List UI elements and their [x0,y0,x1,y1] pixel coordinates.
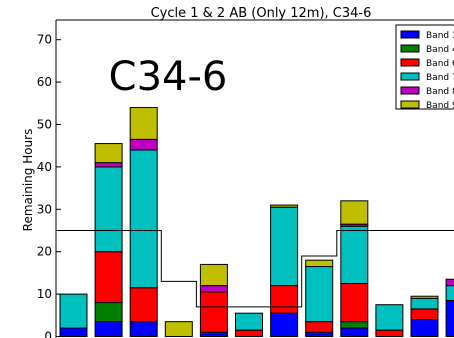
y-axis: 0 10 20 30 40 50 60 70 [37,19,454,338]
bar-segment-band-7-8 [340,225,369,284]
bar-segment-band-6-9 [375,329,404,338]
y-axis-label: Remaining Hours [21,129,35,232]
bar-segment-band-9-10 [410,295,439,299]
y-tick-label: 20 [37,245,52,259]
legend-swatch-band-4 [400,44,420,53]
legend: Band 3 Band 4 Band 6 Band 7 Band 8 Band 9 [395,24,454,111]
bar-segment-band-8-1 [94,162,123,168]
legend-label-band-8: Band 8 [426,87,454,97]
bar-segment-band-6-2 [129,287,158,323]
bar-segment-band-7-7 [305,266,334,323]
bar-segment-band-7-6 [270,206,299,287]
bar-segment-band-6-6 [270,285,299,314]
y-tick-label: 10 [37,287,52,301]
legend-label-band-6: Band 6 [426,59,454,69]
bar-segment-band-7-10 [410,297,439,310]
bar-segment-band-7-9 [375,304,404,331]
legend-label-band-9: Band 9 [426,101,454,111]
bar-segment-band-8-4 [199,285,228,293]
bar-segment-band-3-1 [94,321,123,338]
step-line-layer [56,230,454,308]
legend-label-band-3: Band 3 [426,31,454,41]
bar-segment-band-8-2 [129,138,158,151]
bar-segment-band-3-4 [199,331,228,338]
bar-segment-band-6-10 [410,308,439,321]
bar-segment-band-9-2 [129,107,158,140]
bar-segment-band-3-2 [129,321,158,338]
legend-swatch-band-7 [400,72,420,81]
chart-title: Cycle 1 & 2 AB (Only 12m), C34-6 [151,6,372,21]
bar-segment-band-3-6 [270,312,299,337]
bars-layer [59,107,454,338]
bar-segment-band-3-0 [59,327,88,337]
bar-segment-band-3-7 [305,331,334,338]
legend-label-band-4: Band 4 [426,45,454,55]
bar-segment-band-9-8 [340,200,369,225]
bar-segment-band-4-8 [340,321,369,329]
bar-segment-band-7-0 [59,293,88,329]
bar-segment-band-6-4 [199,291,228,333]
bar-segment-band-6-8 [340,283,369,323]
bar-segment-band-9-3 [164,321,193,338]
bar-segment-band-4-1 [94,302,123,323]
bar-segment-band-9-1 [94,143,123,164]
legend-swatch-band-6 [400,58,420,67]
legend-swatch-band-8 [400,86,420,95]
bar-segment-band-9-4 [199,263,228,287]
bar-segment-band-7-11 [445,285,454,301]
bar-segment-band-6-1 [94,251,123,304]
y-tick-label: 70 [37,33,52,47]
step-line [56,230,454,308]
bar-segment-band-7-1 [94,166,123,253]
bar-segment-band-6-5 [235,329,263,338]
y-tick-label: 40 [37,160,52,174]
y-tick-label: 30 [37,202,52,216]
bar-segment-band-9-6 [270,204,299,208]
bar-segment-band-3-11 [445,299,454,337]
legend-box [395,24,454,110]
bar-segment-band-3-10 [410,319,439,338]
bar-segment-band-3-8 [340,327,369,337]
legend-label-band-7: Band 7 [426,73,454,83]
bar-segment-band-7-2 [129,149,158,289]
bar-segment-band-8-11 [445,278,454,287]
y-tick-label: 60 [37,75,52,89]
bar-segment-band-6-7 [305,321,334,333]
legend-swatch-band-9 [400,100,420,109]
chart-annotation: C34-6 [109,54,228,100]
bar-segment-band-9-7 [305,259,334,268]
bar-segment-band-7-5 [235,312,263,331]
y-tick-label: 0 [44,330,52,338]
legend-swatch-band-3 [400,30,420,39]
y-tick-label: 50 [37,118,52,132]
